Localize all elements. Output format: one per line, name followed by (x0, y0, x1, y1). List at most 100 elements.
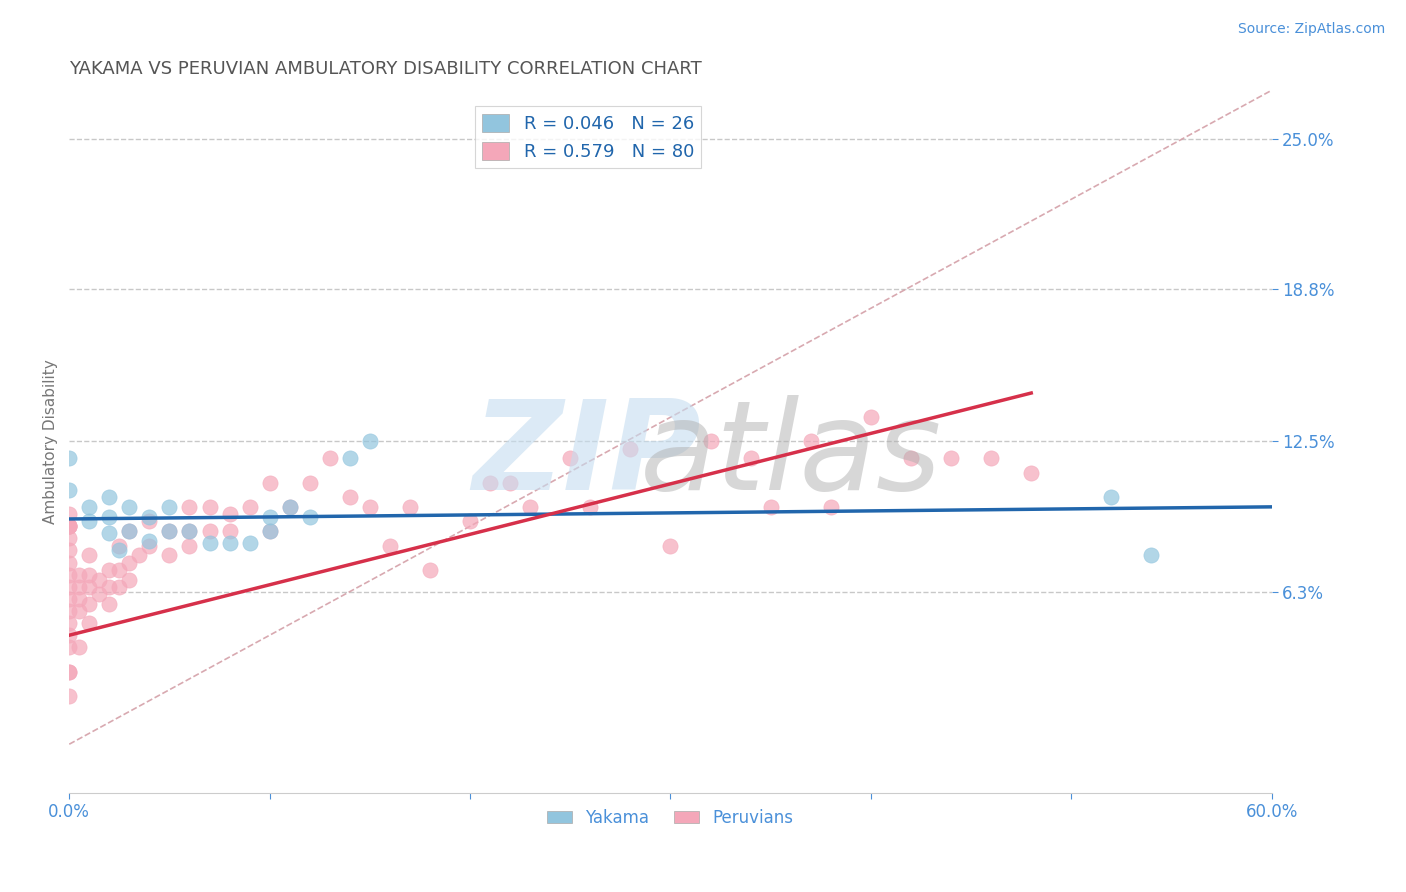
Point (58, 519, 80, 533)
Point (118, 524, 141, 538)
Point (900, 451, 922, 466)
Point (58, 665, 80, 679)
Point (759, 500, 782, 514)
Point (58, 580, 80, 594)
Point (67, 567, 90, 582)
Point (58, 532, 80, 546)
Point (58, 628, 80, 642)
Point (159, 500, 181, 514)
Point (58, 543, 80, 558)
Point (77, 549, 100, 563)
Point (579, 500, 602, 514)
Point (58, 507, 80, 521)
Point (98, 490, 121, 504)
Point (179, 500, 201, 514)
Point (159, 549, 181, 563)
Point (699, 434, 721, 449)
Point (198, 500, 221, 514)
Point (419, 563, 441, 577)
Point (259, 509, 281, 524)
Point (118, 524, 141, 538)
Point (67, 580, 90, 594)
Point (239, 536, 262, 550)
Point (800, 434, 823, 449)
Text: atlas: atlas (640, 395, 942, 516)
Point (108, 543, 131, 558)
Point (259, 524, 281, 538)
Point (458, 515, 481, 529)
Text: ZIP: ZIP (472, 395, 700, 516)
Point (179, 524, 201, 538)
Text: Source: ZipAtlas.com: Source: ZipAtlas.com (1237, 22, 1385, 37)
Point (278, 500, 301, 514)
Point (67, 640, 90, 655)
Point (138, 539, 160, 553)
Point (339, 451, 361, 466)
Point (1019, 466, 1042, 480)
Point (58, 616, 80, 631)
Point (108, 563, 131, 577)
Point (259, 475, 281, 490)
Point (58, 483, 80, 497)
Point (58, 689, 80, 703)
Point (1140, 549, 1163, 563)
Point (659, 539, 682, 553)
Point (77, 597, 100, 611)
Point (319, 451, 342, 466)
Point (58, 640, 80, 655)
Point (740, 451, 762, 466)
Point (138, 533, 160, 548)
Point (98, 597, 121, 611)
Point (378, 539, 401, 553)
Point (58, 556, 80, 570)
Y-axis label: Ambulatory Disability: Ambulatory Disability (44, 359, 58, 524)
Point (339, 490, 361, 504)
Point (128, 549, 150, 563)
Point (499, 475, 522, 490)
Point (77, 580, 100, 594)
Point (58, 451, 80, 466)
Point (218, 507, 240, 521)
Text: YAKAMA VS PERUVIAN AMBULATORY DISABILITY CORRELATION CHART: YAKAMA VS PERUVIAN AMBULATORY DISABILITY… (69, 60, 702, 78)
Point (359, 434, 381, 449)
Point (1099, 490, 1122, 504)
Point (619, 442, 641, 456)
Point (67, 604, 90, 618)
Point (259, 524, 281, 538)
Point (138, 515, 160, 529)
Point (77, 567, 100, 582)
Point (939, 451, 962, 466)
Point (58, 519, 80, 533)
Point (479, 475, 502, 490)
Point (278, 500, 301, 514)
Point (298, 475, 321, 490)
Point (359, 500, 381, 514)
Point (179, 539, 201, 553)
Point (58, 665, 80, 679)
Point (98, 509, 121, 524)
Point (118, 556, 141, 570)
Point (77, 616, 100, 631)
Point (118, 500, 141, 514)
Point (58, 591, 80, 606)
Point (980, 451, 1002, 466)
Point (560, 451, 582, 466)
Point (198, 536, 221, 550)
Point (218, 536, 240, 550)
Point (239, 500, 262, 514)
Point (298, 509, 321, 524)
Legend: Yakama, Peruvians: Yakama, Peruvians (540, 802, 800, 833)
Point (159, 524, 181, 538)
Point (108, 539, 131, 553)
Point (67, 591, 90, 606)
Point (58, 519, 80, 533)
Point (108, 580, 131, 594)
Point (159, 524, 181, 538)
Point (58, 519, 80, 533)
Point (98, 526, 121, 541)
Point (218, 524, 240, 538)
Point (198, 524, 221, 538)
Point (89, 573, 111, 587)
Point (859, 410, 882, 425)
Point (77, 500, 100, 514)
